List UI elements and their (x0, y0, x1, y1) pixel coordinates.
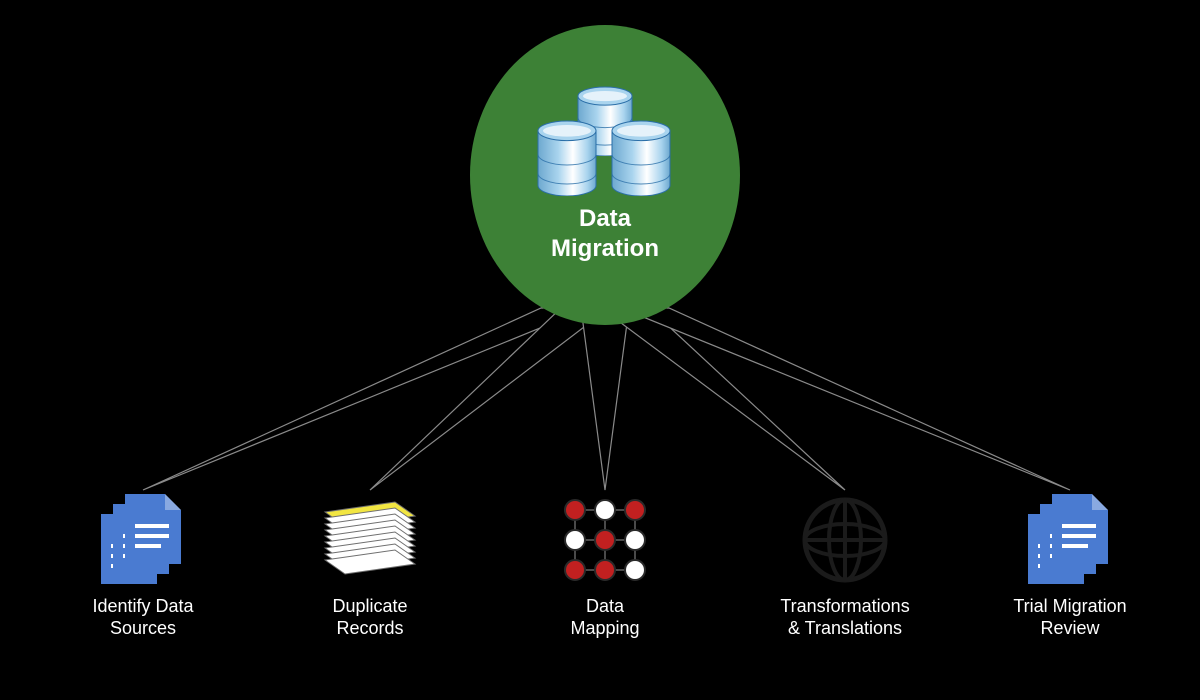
duplicate-icon (315, 490, 425, 590)
diagram-canvas: Data Migration (0, 0, 1200, 700)
center-label-line2: Migration (551, 234, 659, 264)
transform-label: Transformations & Translations (780, 596, 909, 639)
transform-label-line2: & Translations (780, 618, 909, 640)
duplicate-label-line1: Duplicate (332, 596, 407, 618)
database-cluster-icon (525, 86, 685, 196)
leaf-transform: Transformations & Translations (755, 490, 935, 639)
leaf-mapping: Data Mapping (515, 490, 695, 639)
trial-label: Trial Migration Review (1013, 596, 1126, 639)
trial-icon (1015, 490, 1125, 590)
transform-label-line1: Transformations (780, 596, 909, 618)
leaf-duplicate: Duplicate Records (280, 490, 460, 639)
transform-icon (790, 490, 900, 590)
duplicate-label: Duplicate Records (332, 596, 407, 639)
center-label-line1: Data (551, 204, 659, 234)
leaf-identify: Identify Data Sources (53, 490, 233, 639)
mapping-icon (550, 490, 660, 590)
center-label: Data Migration (551, 204, 659, 264)
trial-label-line1: Trial Migration (1013, 596, 1126, 618)
trial-label-line2: Review (1013, 618, 1126, 640)
center-node: Data Migration (470, 25, 740, 325)
identify-label: Identify Data Sources (92, 596, 193, 639)
identify-label-line2: Sources (92, 618, 193, 640)
mapping-label: Data Mapping (570, 596, 639, 639)
mapping-label-line2: Mapping (570, 618, 639, 640)
leaf-trial: Trial Migration Review (980, 490, 1160, 639)
duplicate-label-line2: Records (332, 618, 407, 640)
mapping-label-line1: Data (570, 596, 639, 618)
identify-icon (88, 490, 198, 590)
identify-label-line1: Identify Data (92, 596, 193, 618)
